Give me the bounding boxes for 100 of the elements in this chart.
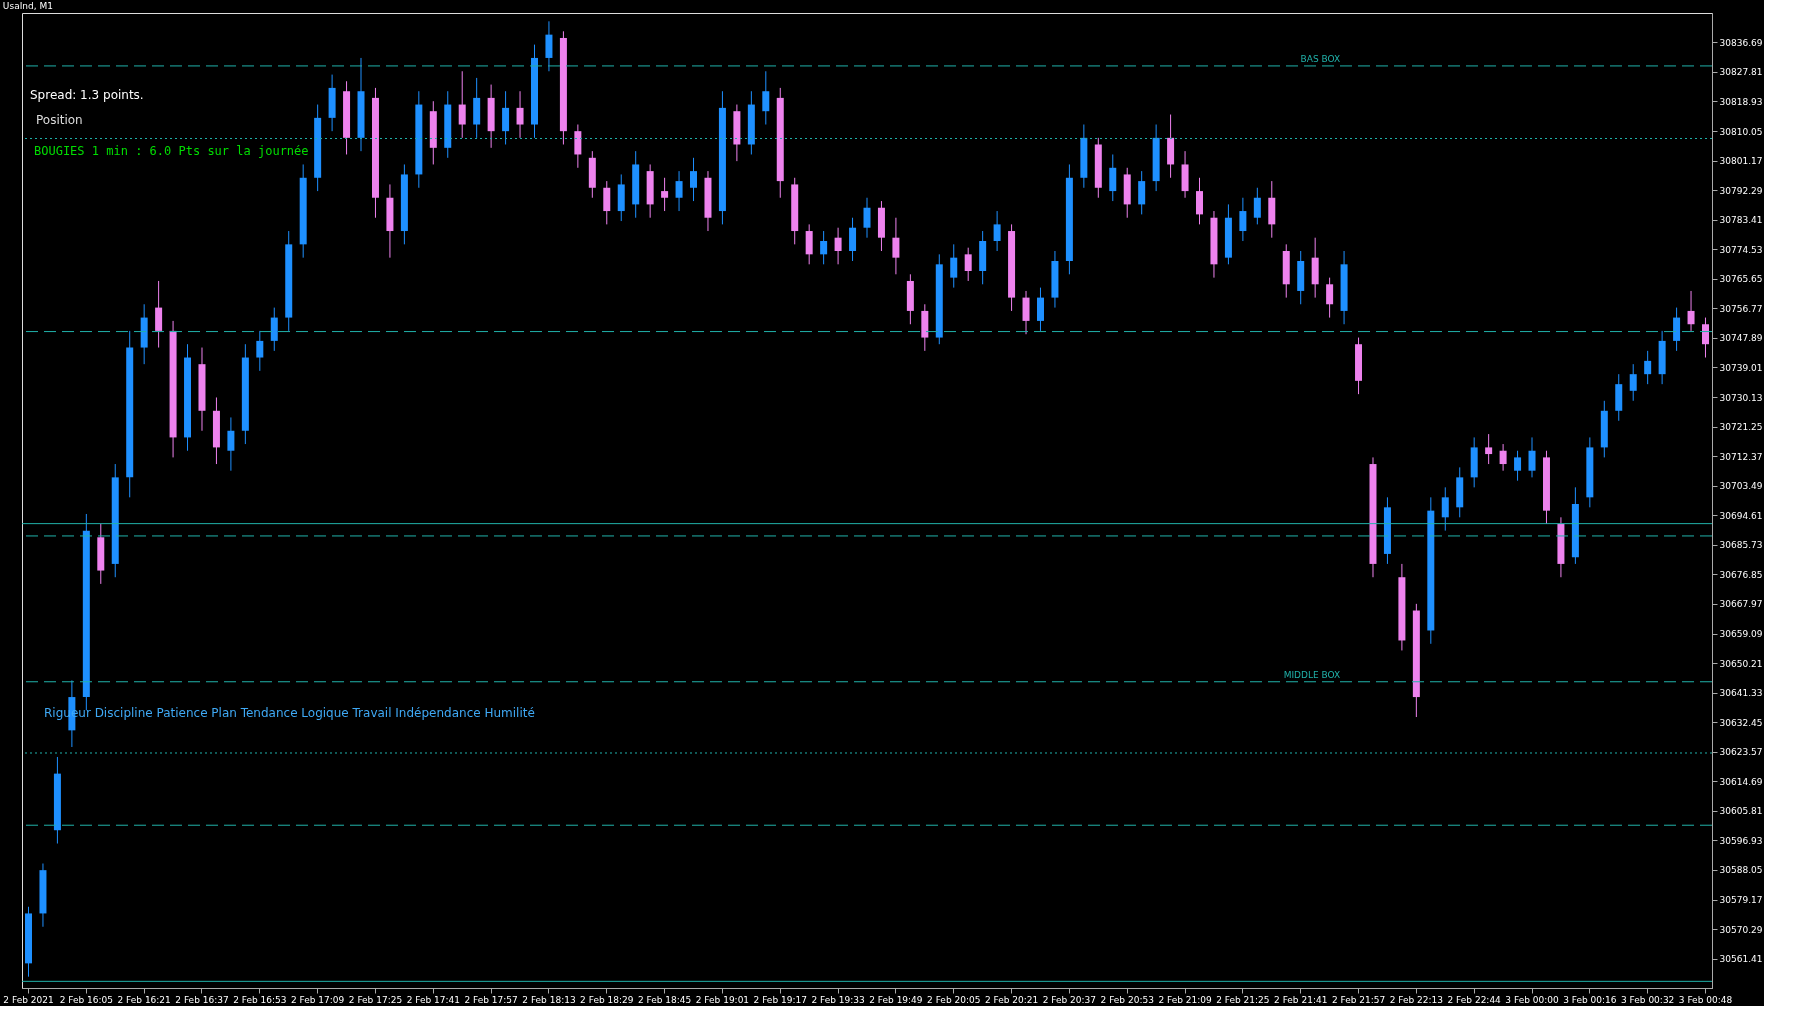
y-tick-label: 30588.05 [1719,865,1763,876]
y-tick-label: 30783.41 [1719,215,1763,226]
candlestick [1326,277,1334,319]
y-tick-label: 30641.33 [1719,688,1763,699]
candlestick [256,330,264,372]
y-tick-label: 30667.97 [1719,599,1763,610]
candlestick [863,197,871,239]
x-tick-label: 2 Feb 19:01 [695,994,750,1005]
x-tick-label: 3 Feb 00:16 [1563,994,1617,1005]
x-tick-label: 2 Feb 17:09 [290,994,345,1005]
y-tick-label: 30579.17 [1719,895,1763,906]
x-tick-label: 2 Feb 20:37 [1042,994,1097,1005]
candlestick [690,157,698,202]
candlestick [1644,350,1652,385]
candlestick [964,247,972,282]
y-tick-label: 30765.65 [1719,274,1763,285]
y-tick-label: 30596.93 [1719,835,1763,846]
y-tick-label: 30739.01 [1719,362,1763,373]
y-tick-label: 30818.93 [1719,96,1763,107]
chart-title: UsaInd, M1 [2,1,53,11]
x-tick-label: 2 Feb 16:05 [59,994,113,1005]
annotation: Spread: 1.3 points. [30,88,144,102]
x-tick-label: 2 Feb 19:49 [869,994,923,1005]
x-tick-label: 2 Feb 22:44 [1447,994,1502,1005]
ref-line-label: MIDDLE BOX [1283,669,1341,680]
y-tick-label: 30623.57 [1719,747,1763,758]
candlestick [762,70,770,126]
x-tick-label: 2 Feb 2021 [3,994,54,1005]
candlestick [1673,307,1681,352]
y-tick-label: 30810.05 [1719,126,1763,137]
x-tick-label: 2 Feb 20:21 [984,994,1039,1005]
y-tick-label: 30676.85 [1719,569,1763,580]
candlestick [1687,290,1695,332]
annotation: BOUGIES 1 min : 6.0 Pts sur la journée [34,144,309,158]
y-tick-label: 30836.69 [1719,37,1763,48]
x-tick-label: 2 Feb 16:37 [175,994,229,1005]
x-tick-label: 3 Feb 00:32 [1621,994,1675,1005]
candlestick [516,90,524,139]
candlestick [675,170,683,212]
y-tick-label: 30632.45 [1719,717,1763,728]
y-tick-label: 30801.17 [1719,156,1763,167]
x-tick-label: 2 Feb 17:41 [406,994,460,1005]
candlestick [1239,197,1247,242]
candlestick [1109,153,1117,202]
y-tick-label: 30570.29 [1719,924,1763,935]
y-tick-label: 30685.73 [1719,540,1763,551]
candlestick [574,124,582,169]
candlestick [1629,363,1637,402]
x-tick-label: 2 Feb 17:25 [348,994,403,1005]
x-tick-label: 2 Feb 21:57 [1331,994,1386,1005]
candlestick [950,243,958,289]
x-tick-label: 3 Feb 00:48 [1678,994,1733,1005]
candlestick [545,20,553,72]
x-tick-label: 2 Feb 18:45 [637,994,692,1005]
x-tick-label: 2 Feb 17:57 [464,994,518,1005]
x-tick-label: 2 Feb 16:21 [117,994,171,1005]
y-tick-label: 30561.41 [1719,954,1763,965]
y-tick-label: 30756.77 [1719,303,1763,314]
candlestick [820,230,828,265]
candlestick [1528,436,1536,478]
candlestick [1441,486,1449,532]
candlestick [1514,450,1522,482]
y-tick-label: 30614.69 [1719,776,1763,787]
candlestick [155,280,163,349]
x-tick-label: 2 Feb 20:53 [1100,994,1154,1005]
candlestick [805,223,813,265]
y-tick-label: 30703.49 [1719,481,1763,492]
candlestick [834,227,842,265]
x-tick-label: 2 Feb 18:13 [522,994,576,1005]
candlestick [849,217,857,262]
candlestick [458,70,466,139]
annotation: Position [36,113,83,127]
y-tick-label: 30774.53 [1719,244,1763,255]
x-tick-label: 2 Feb 20:05 [927,994,981,1005]
candlestick [1036,287,1044,332]
x-tick-label: 2 Feb 19:33 [811,994,865,1005]
candlestick [1499,443,1507,472]
y-tick-label: 30747.89 [1719,333,1763,344]
candlestick [1701,317,1709,359]
y-tick-label: 30712.37 [1719,451,1763,462]
candlestick [993,210,1001,252]
x-tick-label: 2 Feb 19:17 [753,994,807,1005]
candlestick [661,177,669,212]
candlestick [1196,177,1204,225]
candlestick [1253,187,1261,225]
y-tick-label: 30694.61 [1719,510,1763,521]
candlestick [1022,290,1030,335]
x-tick-label: 2 Feb 18:29 [580,994,634,1005]
y-tick-label: 30827.81 [1719,67,1763,78]
candlestick [1138,170,1146,215]
candlestick [603,180,611,225]
x-tick-label: 2 Feb 22:13 [1389,994,1444,1005]
ref-line-label: BAS BOX [1300,53,1341,64]
y-tick-label: 30792.29 [1719,185,1763,196]
y-tick-label: 30730.13 [1719,392,1763,403]
x-tick-label: 2 Feb 21:41 [1274,994,1328,1005]
x-tick-label: 2 Feb 16:53 [233,994,287,1005]
y-tick-label: 30605.81 [1719,806,1763,817]
candlestick [1485,433,1493,465]
candlestick [270,307,278,352]
